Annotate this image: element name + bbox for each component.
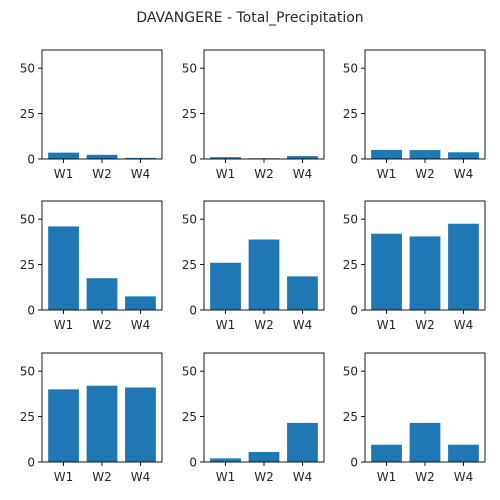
y-tick-label: 0 <box>27 456 35 470</box>
y-tick-label: 25 <box>182 258 197 272</box>
subplot-3: 0 25 50 W1 W2 W4 <box>343 49 486 181</box>
bar-w4 <box>287 276 318 310</box>
bar-w2 <box>409 422 441 462</box>
bar-w2 <box>409 236 441 310</box>
bar-w1 <box>371 233 402 310</box>
x-tick-label: W1 <box>54 167 74 181</box>
y-tick-label: 0 <box>27 304 35 318</box>
subplot-1: 0 25 50 W1 W2 W4 <box>20 49 163 181</box>
bar-w1 <box>48 389 79 462</box>
y-tick-label: 25 <box>182 410 197 424</box>
axes-frame <box>203 49 325 160</box>
y-tick-label: 50 <box>343 365 358 379</box>
x-tick-label: W1 <box>377 470 397 484</box>
subplot-6: 0 25 50 W1 W2 W4 <box>343 200 486 332</box>
x-tick-label: W1 <box>377 167 397 181</box>
bar-w4 <box>287 422 318 462</box>
x-tick-label: W2 <box>415 470 435 484</box>
y-tick-label: 0 <box>189 304 197 318</box>
x-tick-label: W4 <box>293 167 313 181</box>
x-tick-label: W2 <box>254 167 274 181</box>
y-tick-label: 0 <box>350 456 358 470</box>
x-tick-label: W1 <box>54 470 74 484</box>
y-tick-label: 0 <box>27 153 35 167</box>
y-tick-label: 50 <box>182 365 197 379</box>
subplot-9: 0 25 50 W1 W2 W4 <box>343 352 486 484</box>
subplot-8: 0 25 50 W1 W2 W4 <box>182 352 325 484</box>
x-tick-label: W1 <box>377 318 397 332</box>
x-tick-label: W2 <box>92 318 112 332</box>
y-tick-label: 50 <box>182 62 197 76</box>
y-tick-label: 50 <box>20 62 35 76</box>
y-tick-label: 0 <box>350 304 358 318</box>
x-tick-label: W2 <box>92 470 112 484</box>
y-tick-label: 25 <box>182 107 197 121</box>
x-tick-label: W2 <box>415 167 435 181</box>
bar-w4 <box>448 152 479 159</box>
bar-w1 <box>48 152 79 159</box>
bar-w1 <box>210 458 241 462</box>
y-tick-label: 50 <box>20 213 35 227</box>
x-tick-label: W2 <box>254 318 274 332</box>
bar-w4 <box>125 157 156 159</box>
bar-w1 <box>210 262 241 310</box>
x-tick-label: W1 <box>216 318 236 332</box>
x-tick-label: W4 <box>454 167 474 181</box>
subplot-grid: 0 25 50 W1 W2 W4 0 25 50 W1 W2 W4 0 25 50 W1 W2 W4 0 25 50 W1… <box>20 49 486 484</box>
x-tick-label: W1 <box>216 167 236 181</box>
y-tick-label: 25 <box>20 107 35 121</box>
y-tick-label: 25 <box>343 107 358 121</box>
y-tick-label: 0 <box>350 153 358 167</box>
bar-w4 <box>448 444 479 462</box>
x-tick-label: W2 <box>254 470 274 484</box>
y-tick-label: 50 <box>343 213 358 227</box>
x-tick-label: W4 <box>131 318 151 332</box>
bar-w2 <box>248 452 280 462</box>
figure-title: DAVANGERE - Total_Precipitation <box>136 10 363 26</box>
y-tick-label: 25 <box>343 258 358 272</box>
x-tick-label: W1 <box>216 470 236 484</box>
y-tick-label: 25 <box>20 410 35 424</box>
y-tick-label: 25 <box>343 410 358 424</box>
x-tick-label: W2 <box>92 167 112 181</box>
x-tick-label: W4 <box>131 470 151 484</box>
bar-w1 <box>48 226 79 310</box>
bar-w2 <box>409 150 441 159</box>
x-tick-label: W4 <box>454 318 474 332</box>
x-tick-label: W4 <box>131 167 151 181</box>
bar-w2 <box>86 154 118 159</box>
y-tick-label: 50 <box>182 213 197 227</box>
bar-w2 <box>86 278 118 310</box>
y-tick-label: 50 <box>343 62 358 76</box>
bar-w1 <box>371 444 402 462</box>
subplot-5: 0 25 50 W1 W2 W4 <box>182 200 325 332</box>
y-tick-label: 0 <box>189 153 197 167</box>
bar-w4 <box>448 223 479 310</box>
x-tick-label: W4 <box>293 318 313 332</box>
bar-w1 <box>371 149 402 159</box>
bar-w2 <box>248 239 280 310</box>
x-tick-label: W1 <box>54 318 74 332</box>
bar-w2 <box>86 385 118 462</box>
axes-frame <box>41 49 163 160</box>
x-tick-label: W4 <box>293 470 313 484</box>
subplot-7: 0 25 50 W1 W2 W4 <box>20 352 163 484</box>
y-tick-label: 25 <box>20 258 35 272</box>
x-tick-label: W4 <box>454 470 474 484</box>
bar-w4 <box>125 387 156 462</box>
bar-w1 <box>210 157 241 159</box>
bar-w4 <box>125 296 156 310</box>
bar-w4 <box>287 156 318 159</box>
subplot-2: 0 25 50 W1 W2 W4 <box>182 49 325 181</box>
y-tick-label: 0 <box>189 456 197 470</box>
subplot-4: 0 25 50 W1 W2 W4 <box>20 200 163 332</box>
axes-frame <box>364 49 486 160</box>
x-tick-label: W2 <box>415 318 435 332</box>
y-tick-label: 50 <box>20 365 35 379</box>
